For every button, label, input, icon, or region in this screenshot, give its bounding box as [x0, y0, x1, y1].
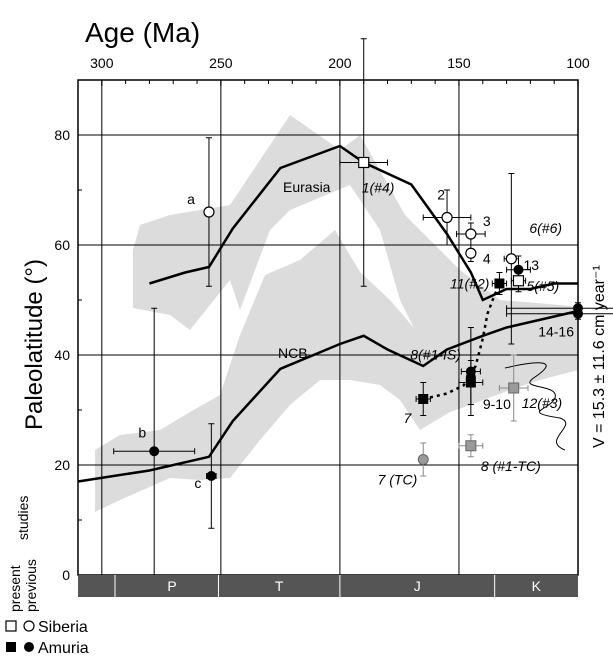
- x-axis-title: Age (Ma): [85, 17, 200, 48]
- data-point-12-3-: 12(#3): [498, 354, 562, 422]
- point-label: 6(#6): [529, 220, 562, 236]
- point-label: 4: [483, 250, 491, 266]
- curve-label-ncb: NCB: [278, 345, 308, 361]
- point-label: 11(#2): [450, 276, 489, 292]
- period-label-j: J: [414, 578, 421, 594]
- y-tick-label-40: 40: [54, 347, 70, 363]
- side-label-present: present: [7, 565, 23, 612]
- data-points: a b c 1(#4) 2 3 4 6(#6) 13 11(#2) 5(#5) 14-16 8(#1-I…: [113, 38, 613, 595]
- legend: Siberia Amuria: [5, 619, 89, 657]
- trajectory-squiggle: [504, 362, 567, 451]
- marker-gray-square: [465, 440, 477, 452]
- point-label: 14-16: [538, 323, 574, 339]
- data-point-8-1-tc-: 8 (#1-TC): [458, 434, 541, 474]
- legend-circle-open: [23, 620, 35, 632]
- point-label: 12(#3): [522, 395, 562, 411]
- ncb-band: [95, 230, 578, 512]
- x-tick-label-200: 200: [328, 55, 352, 71]
- eurasia-band: [133, 115, 578, 390]
- data-point-unlabeled-14: [458, 360, 484, 405]
- legend-circle-filled: [24, 642, 34, 652]
- data-point-5-5-: 5(#5): [510, 269, 559, 294]
- point-label: 8 (#1-TC): [481, 458, 541, 474]
- data-point-b: b: [113, 307, 196, 595]
- data-point-6-6-: 6(#6): [503, 173, 562, 345]
- curve-eurasia: [149, 144, 578, 302]
- marker-filled-square: [465, 377, 476, 388]
- uncertainty-bands: [95, 115, 578, 512]
- marker-filled-square: [494, 278, 505, 289]
- period-label-k: K: [532, 578, 542, 594]
- marker-filled-circle: [149, 446, 160, 457]
- y-tick-label-60: 60: [54, 237, 70, 253]
- point-label: 9-10: [483, 396, 511, 412]
- side-label-studies: studies: [15, 496, 31, 540]
- point-label: c: [194, 475, 201, 491]
- x-tick-label-250: 250: [209, 55, 233, 71]
- data-point-7-tc-: 7 (TC): [378, 442, 429, 488]
- legend-label: Siberia: [38, 619, 88, 636]
- data-point-9-10: 9-10: [465, 372, 511, 412]
- point-label: 7: [403, 410, 412, 426]
- curve-ncb: [77, 309, 579, 483]
- dotted-trajectory-line: [422, 280, 503, 401]
- point-label: 5(#5): [526, 278, 559, 294]
- marker-open-circle: [441, 211, 453, 224]
- y-tick-label-0: 0: [62, 567, 70, 583]
- axis-ticks: 300 250 200 150 100 0 20 40 60 80: [54, 55, 589, 583]
- point-label: 8(#1-IS): [410, 347, 461, 363]
- y-axis-title: Paleolatitude (°): [21, 259, 48, 430]
- marker-filled-circle: [465, 372, 476, 382]
- curve-label-eurasia: Eurasia: [283, 179, 331, 195]
- point-label: b: [138, 424, 146, 440]
- marker-open-circle: [505, 253, 517, 265]
- data-point-4: 4: [465, 244, 491, 266]
- marker-filled-circle: [573, 308, 583, 319]
- data-point-2: 2: [422, 187, 472, 246]
- marker-open-square: [512, 275, 525, 287]
- marker-gray-square: [508, 382, 520, 394]
- marker-filled-square: [418, 394, 429, 404]
- data-point-3: 3: [456, 213, 491, 246]
- data-point-unlabeled-12: [506, 307, 613, 320]
- y-tick-label-20: 20: [54, 457, 70, 473]
- marker-gray-circle: [417, 454, 429, 465]
- marker-open-circle: [465, 228, 477, 240]
- point-label: 1(#4): [362, 180, 395, 196]
- data-point-c: c: [194, 423, 217, 529]
- marker-open-circle: [203, 206, 215, 218]
- legend-square-open: [5, 620, 17, 632]
- legend-square-filled: [6, 642, 16, 652]
- point-label: 2: [437, 187, 445, 203]
- point-label: a: [187, 191, 195, 207]
- curves: Eurasia NCB: [77, 144, 579, 483]
- x-tick-label-300: 300: [90, 55, 114, 71]
- legend-label: Amuria: [38, 640, 89, 657]
- data-point-11-2-: 11(#2): [450, 272, 508, 295]
- legend-item-amuria: Amuria: [6, 640, 89, 657]
- period-bar-background: [78, 575, 578, 597]
- marker-open-circle: [465, 247, 477, 259]
- point-label: 7 (TC): [378, 472, 418, 488]
- point-label: 3: [483, 213, 491, 229]
- marker-open-square: [358, 156, 370, 169]
- side-label-previous: previous: [23, 559, 39, 612]
- y-tick-label-80: 80: [54, 127, 70, 143]
- right-velocity-label: V = 15.3 ± 11.6 cm year⁻¹: [591, 265, 608, 448]
- period-label-p: P: [167, 578, 176, 594]
- legend-item-siberia: Siberia: [5, 619, 88, 636]
- data-point-a: a: [187, 137, 215, 287]
- marker-filled-circle: [206, 471, 217, 481]
- data-point-7: 7: [403, 382, 431, 426]
- x-tick-label-100: 100: [566, 55, 590, 71]
- point-label: 13: [523, 257, 539, 273]
- x-tick-label-150: 150: [447, 55, 471, 71]
- period-label-t: T: [275, 578, 284, 594]
